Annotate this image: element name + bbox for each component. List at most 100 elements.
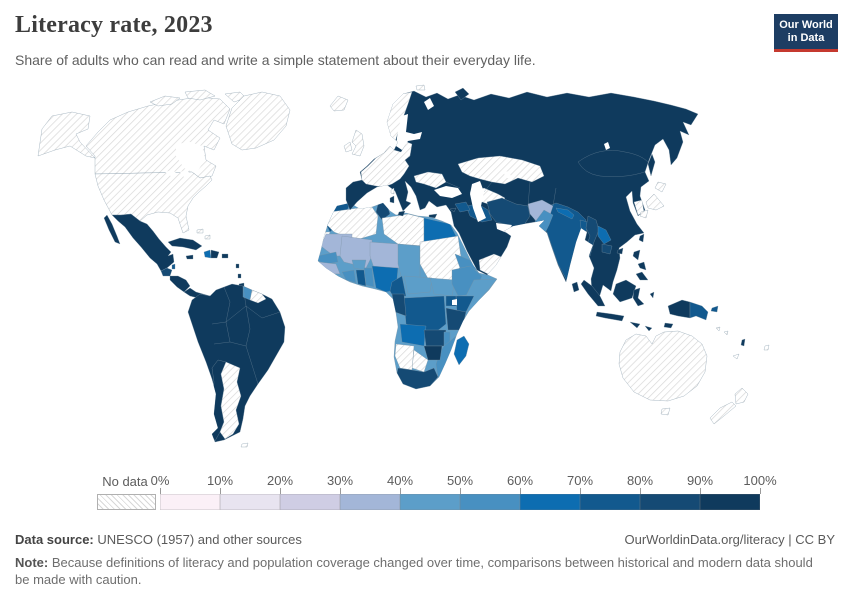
region-tanzania[interactable] xyxy=(445,307,467,331)
region-taiwan[interactable] xyxy=(638,233,645,243)
region-honduras-nicaragua[interactable] xyxy=(169,275,191,293)
region-indonesia[interactable] xyxy=(663,322,674,329)
region-philippines[interactable] xyxy=(632,249,641,261)
region-indonesia[interactable] xyxy=(629,321,641,329)
region-cuba[interactable] xyxy=(167,237,203,251)
region-indonesia[interactable] xyxy=(595,311,625,322)
region-novaya-zemlya[interactable] xyxy=(454,87,470,101)
region-south-africa[interactable] xyxy=(396,367,439,389)
legend-segment[interactable] xyxy=(640,494,700,510)
region-indonesia[interactable] xyxy=(580,279,606,307)
region-arctic-islands[interactable] xyxy=(184,89,216,101)
region-papua-new-guinea[interactable] xyxy=(710,305,719,313)
region-belize[interactable] xyxy=(171,263,176,270)
legend-segment[interactable] xyxy=(700,494,760,510)
region-canada[interactable] xyxy=(85,96,231,179)
license-link[interactable]: OurWorldinData.org/literacy | CC BY xyxy=(624,532,835,547)
region-falklands[interactable] xyxy=(240,442,249,448)
region-solomon-islands[interactable] xyxy=(715,326,721,332)
legend-segment[interactable] xyxy=(520,494,580,510)
region-lesser-antilles[interactable] xyxy=(235,263,240,269)
region-ivory-coast[interactable] xyxy=(341,269,357,284)
region-ukraine[interactable] xyxy=(413,171,447,189)
region-new-zealand[interactable] xyxy=(734,387,749,405)
region-zambia[interactable] xyxy=(423,329,447,347)
region-bahamas[interactable] xyxy=(204,234,211,240)
region-cyprus[interactable] xyxy=(449,207,457,213)
region-suriname[interactable] xyxy=(249,289,267,304)
region-sakhalin[interactable] xyxy=(647,153,656,177)
region-argentina[interactable] xyxy=(219,361,242,440)
region-japan[interactable] xyxy=(654,181,667,193)
region-dominican-republic[interactable] xyxy=(210,249,220,259)
region-usa[interactable] xyxy=(94,171,213,234)
legend-segment[interactable] xyxy=(280,494,340,510)
region-sicily[interactable] xyxy=(397,210,406,217)
legend-segment[interactable] xyxy=(340,494,400,510)
owid-logo-line1: Our World xyxy=(779,19,833,31)
region-new-zealand[interactable] xyxy=(709,401,737,425)
legend-tick xyxy=(280,488,281,494)
region-crete[interactable] xyxy=(428,213,438,219)
no-data-swatch[interactable] xyxy=(97,494,156,510)
region-south-sudan[interactable] xyxy=(429,277,456,297)
region-japan[interactable] xyxy=(639,209,649,219)
region-puerto-rico[interactable] xyxy=(221,253,229,259)
region-papua-indonesia[interactable] xyxy=(667,299,691,319)
region-indonesia[interactable] xyxy=(644,325,653,332)
region-togo-benin[interactable] xyxy=(363,267,375,288)
footnote-label: Note: xyxy=(15,555,49,570)
region-senegal[interactable] xyxy=(317,251,339,265)
region-niger[interactable] xyxy=(369,241,401,269)
region-guatemala[interactable] xyxy=(160,267,173,277)
region-lesser-antilles[interactable] xyxy=(237,273,242,279)
region-mexico[interactable] xyxy=(103,214,121,245)
legend-segment[interactable] xyxy=(460,494,520,510)
region-fiji[interactable] xyxy=(763,344,770,351)
region-arctic-islands[interactable] xyxy=(149,95,181,107)
black-sea xyxy=(434,186,462,198)
region-jamaica[interactable] xyxy=(185,254,194,260)
region-australia[interactable] xyxy=(618,330,708,402)
legend-segment[interactable] xyxy=(400,494,460,510)
region-iceland[interactable] xyxy=(329,95,349,112)
region-greenland[interactable] xyxy=(225,91,291,151)
baltic-sea xyxy=(396,114,422,150)
region-vanuatu[interactable] xyxy=(740,338,746,347)
legend-segment[interactable] xyxy=(160,494,220,510)
region-indonesia[interactable] xyxy=(632,287,645,307)
region-tasmania[interactable] xyxy=(660,407,671,416)
owid-logo[interactable]: Our World in Data xyxy=(774,14,838,52)
region-kazakhstan[interactable] xyxy=(457,155,545,185)
region-new-caledonia[interactable] xyxy=(732,353,740,360)
region-laos[interactable] xyxy=(597,225,612,245)
region-mexico[interactable] xyxy=(111,213,175,272)
region-papua-new-guinea[interactable] xyxy=(689,301,709,321)
region-uk[interactable] xyxy=(351,129,365,157)
region-madagascar[interactable] xyxy=(453,335,470,366)
region-indonesia[interactable] xyxy=(612,279,637,303)
region-philippines[interactable] xyxy=(635,271,649,281)
region-central-african-republic[interactable] xyxy=(403,275,433,295)
region-hainan[interactable] xyxy=(616,247,624,255)
region-bahamas[interactable] xyxy=(196,228,204,234)
region-chad[interactable] xyxy=(397,243,421,281)
region-svalbard[interactable] xyxy=(415,84,426,91)
region-sri-lanka[interactable] xyxy=(571,281,580,293)
region-ghana[interactable] xyxy=(355,269,367,287)
region-nepal[interactable] xyxy=(555,207,575,220)
region-alaska[interactable] xyxy=(37,111,96,159)
region-indonesia[interactable] xyxy=(649,291,655,299)
region-sardinia[interactable] xyxy=(389,195,395,204)
region-ireland[interactable] xyxy=(343,141,353,153)
region-japan[interactable] xyxy=(645,193,665,211)
region-solomon-islands[interactable] xyxy=(723,330,729,336)
legend-segment[interactable] xyxy=(580,494,640,510)
legend-segment[interactable] xyxy=(220,494,280,510)
region-philippines[interactable] xyxy=(637,261,647,271)
region-zimbabwe[interactable] xyxy=(423,345,443,361)
region-cambodia[interactable] xyxy=(601,243,613,255)
region-corsica[interactable] xyxy=(390,187,395,195)
region-haiti[interactable] xyxy=(203,249,212,259)
region-syria[interactable] xyxy=(454,201,471,213)
